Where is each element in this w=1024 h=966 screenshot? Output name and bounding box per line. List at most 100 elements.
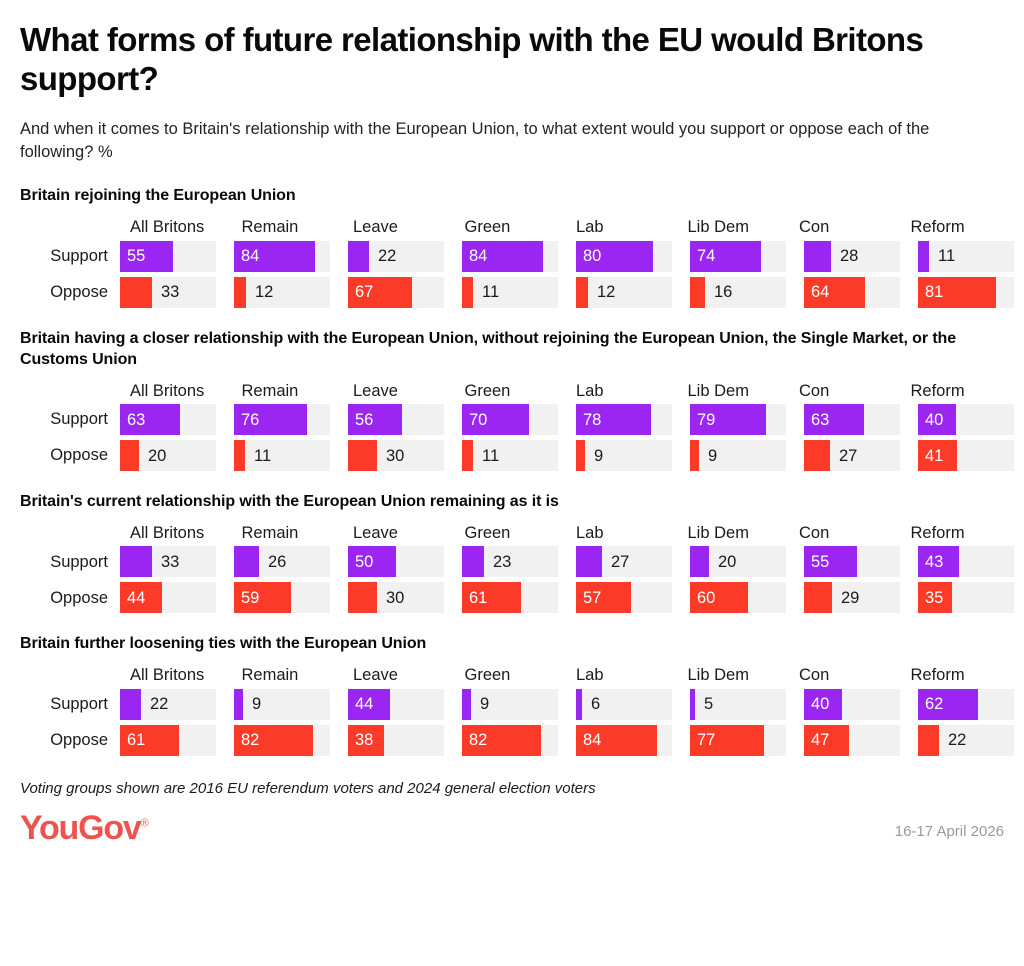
bar-value-label: 9: [252, 694, 262, 713]
bar-value-label: 29: [841, 588, 860, 607]
column-header-reform: Reform: [910, 218, 965, 237]
bar-track: 81: [918, 276, 1014, 308]
bar-track: 74: [690, 240, 786, 272]
bar-value-label: 40: [811, 694, 830, 713]
bar-fill-oppose: [120, 276, 152, 308]
bar-fill-support: [576, 240, 653, 272]
column-header-row: All Britons Remain Leave Green Lab Lib Dem Con…: [20, 373, 1004, 399]
bar-value-label: 22: [378, 246, 397, 265]
bar-fill-oppose: [234, 724, 313, 756]
bar-track: 12: [234, 276, 330, 308]
column-header-remain: Remain: [241, 523, 299, 542]
bar-fill-oppose: [690, 440, 699, 472]
bar-value-label: 28: [840, 246, 859, 265]
bar-track: 28: [804, 240, 900, 272]
chart-section: Britain having a closer relationship wit…: [20, 328, 1014, 472]
yougov-logo: YouGov®: [20, 811, 149, 845]
bar-fill-support: [462, 546, 484, 578]
bar-fill-oppose: [462, 582, 521, 614]
bar-value-label: 20: [718, 552, 737, 571]
section-heading: Britain's current relationship with the …: [20, 493, 559, 511]
bar-track: 40: [918, 404, 1014, 436]
page-subtitle: And when it comes to Britain's relations…: [20, 119, 930, 162]
bar-value-label: 63: [127, 410, 146, 429]
bar-value-label: 61: [469, 588, 488, 607]
bar-value-label: 43: [925, 552, 944, 571]
bar-track: 80: [576, 240, 672, 272]
bar-row-support: Support 22 9 44 9 6 5 40 62: [20, 688, 1014, 720]
bar-value-label: 12: [597, 282, 616, 301]
column-header-leave: Leave: [353, 523, 398, 542]
row-label: Support: [50, 552, 108, 571]
bar-fill-support: [348, 404, 402, 436]
section-heading: Britain rejoining the European Union: [20, 187, 296, 205]
bar-value-label: 76: [241, 410, 260, 429]
bar-track: 77: [690, 724, 786, 756]
bar-fill-oppose: [348, 724, 384, 756]
bar-fill-support: [804, 404, 864, 436]
bar-value-label: 80: [583, 246, 602, 265]
bar-track: 11: [462, 440, 558, 472]
bar-value-label: 55: [127, 246, 146, 265]
column-header-green: Green: [464, 666, 511, 685]
bar-value-label: 6: [591, 694, 601, 713]
bar-track: 9: [234, 688, 330, 720]
bar-fill-support: [462, 404, 529, 436]
bar-fill-support: [462, 240, 543, 272]
bar-row-oppose: Oppose 44 59 30 61 57 60 29 35: [20, 582, 1014, 614]
bar-fill-support: [576, 546, 602, 578]
bar-fill-support: [234, 404, 307, 436]
bar-value-label: 11: [482, 282, 500, 301]
bar-value-label: 44: [355, 694, 374, 713]
bar-value-label: 78: [583, 410, 602, 429]
bar-fill-oppose: [234, 440, 245, 472]
bar-fill-support: [120, 240, 173, 272]
bar-fill-support: [690, 688, 695, 720]
bar-value-label: 47: [811, 730, 830, 749]
bar-value-label: 27: [839, 446, 858, 465]
bar-fill-oppose: [918, 276, 996, 308]
row-label: Oppose: [50, 588, 108, 607]
bar-fill-oppose: [348, 582, 377, 614]
bar-grid: All Britons Remain Leave Green Lab Lib Dem Con…: [20, 373, 1014, 472]
column-header-reform: Reform: [910, 666, 965, 685]
bar-fill-oppose: [576, 582, 631, 614]
bar-track: 35: [918, 582, 1014, 614]
bar-track: 41: [918, 440, 1014, 472]
bar-grid: All Britons Remain Leave Green Lab Lib Dem Con…: [20, 210, 1014, 308]
bar-track: 22: [918, 724, 1014, 756]
column-header-con: Con: [799, 381, 830, 400]
bar-fill-support: [234, 688, 243, 720]
bar-track: 30: [348, 440, 444, 472]
row-label: Support: [50, 694, 108, 713]
bar-value-label: 82: [241, 730, 260, 749]
bar-track: 63: [120, 404, 216, 436]
bar-value-label: 33: [161, 282, 180, 301]
bar-track: 82: [462, 724, 558, 756]
column-header-remain: Remain: [241, 381, 299, 400]
column-header-all-britons: All Britons: [130, 523, 205, 542]
bar-track: 20: [690, 546, 786, 578]
bar-track: 78: [576, 404, 672, 436]
column-header-row: All Britons Remain Leave Green Lab Lib Dem Con…: [20, 210, 1004, 236]
bar-fill-support: [918, 688, 978, 720]
column-header-row: All Britons Remain Leave Green Lab Lib Dem Con…: [20, 515, 1004, 541]
row-label: Support: [50, 410, 108, 429]
bar-track: 84: [576, 724, 672, 756]
column-header-remain: Remain: [241, 666, 299, 685]
bar-value-label: 12: [255, 282, 274, 301]
bar-fill-support: [234, 546, 259, 578]
bar-fill-support: [348, 688, 390, 720]
bar-value-label: 56: [355, 410, 374, 429]
bar-row-oppose: Oppose 20 11 30 11 9 9 27 41: [20, 440, 1014, 472]
bar-track: 5: [690, 688, 786, 720]
bar-value-label: 67: [355, 282, 374, 301]
bar-value-label: 57: [583, 588, 602, 607]
bar-track: 60: [690, 582, 786, 614]
bar-track: 33: [120, 276, 216, 308]
bar-track: 11: [234, 440, 330, 472]
bar-row-support: Support 55 84 22 84 80 74 28 11: [20, 240, 1014, 272]
bar-track: 26: [234, 546, 330, 578]
column-header-all-britons: All Britons: [130, 666, 205, 685]
bar-fill-support: [690, 546, 709, 578]
